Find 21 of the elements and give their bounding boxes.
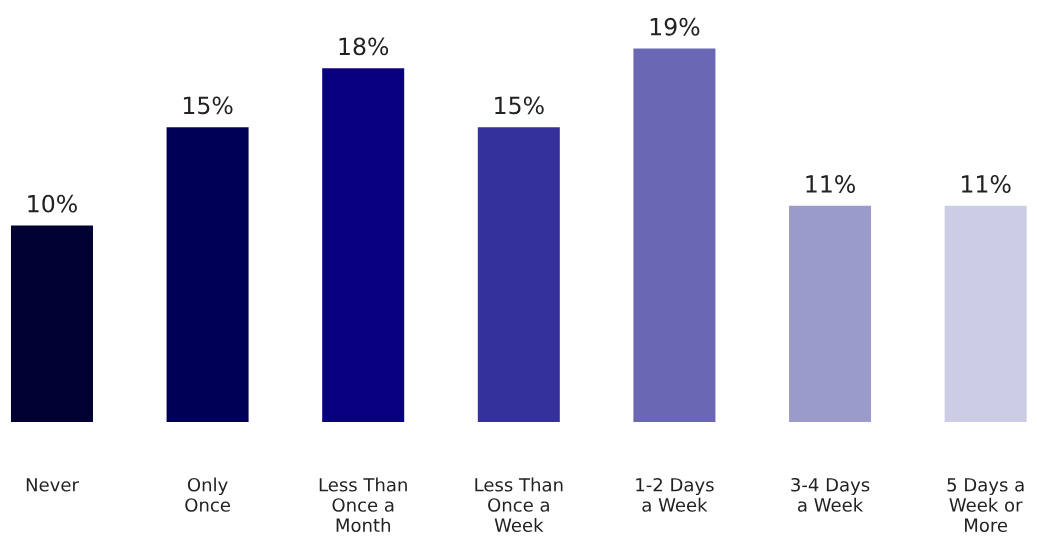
x-tick-label: Only Once xyxy=(185,477,230,512)
data-label: 19% xyxy=(650,17,700,36)
bar xyxy=(166,127,249,423)
data-label: 15% xyxy=(183,96,233,115)
x-tick-label: Less Than Once a Month xyxy=(319,477,407,533)
x-tick-label: Never xyxy=(26,478,79,492)
bar xyxy=(633,48,716,423)
x-tick-label: 5 Days a Week or More xyxy=(947,478,1024,533)
bar xyxy=(944,205,1027,423)
bar xyxy=(322,68,405,423)
data-label: 11% xyxy=(806,175,855,193)
x-tick-label: 1-2 Days a Week xyxy=(636,477,714,512)
x-tick-label: 3-4 Days a Week xyxy=(791,477,870,512)
bar xyxy=(789,205,872,423)
data-label: 15% xyxy=(495,96,544,115)
data-label: 11% xyxy=(962,175,1011,193)
bar xyxy=(10,225,93,423)
data-label: 10% xyxy=(28,194,77,213)
data-label: 18% xyxy=(339,37,389,56)
bar xyxy=(477,127,560,423)
x-tick-label: Less Than Once a Week xyxy=(475,477,563,533)
